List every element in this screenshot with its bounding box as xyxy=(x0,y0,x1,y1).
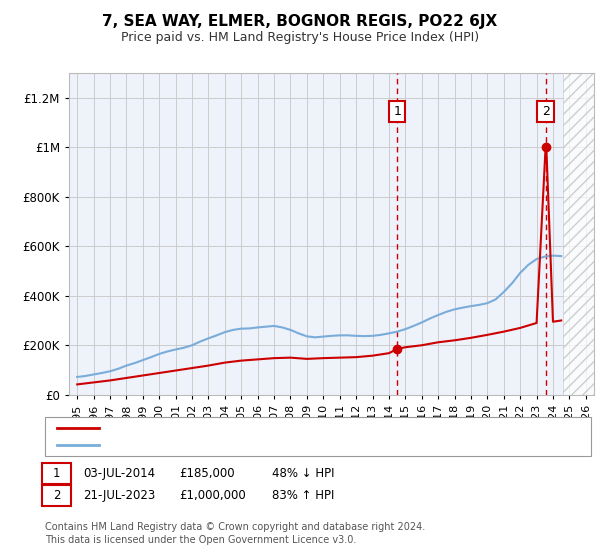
Text: 7, SEA WAY, ELMER, BOGNOR REGIS, PO22 6JX: 7, SEA WAY, ELMER, BOGNOR REGIS, PO22 6J… xyxy=(103,14,497,29)
Text: Price paid vs. HM Land Registry's House Price Index (HPI): Price paid vs. HM Land Registry's House … xyxy=(121,31,479,44)
Text: 1: 1 xyxy=(393,105,401,118)
Text: 1: 1 xyxy=(53,466,60,480)
Text: 48% ↓ HPI: 48% ↓ HPI xyxy=(272,466,334,480)
Text: 2: 2 xyxy=(53,489,60,502)
Text: 2: 2 xyxy=(542,105,550,118)
Text: 83% ↑ HPI: 83% ↑ HPI xyxy=(272,489,334,502)
Text: Contains HM Land Registry data © Crown copyright and database right 2024.
This d: Contains HM Land Registry data © Crown c… xyxy=(45,522,425,545)
Text: £185,000: £185,000 xyxy=(179,466,235,480)
Text: 7, SEA WAY, ELMER, BOGNOR REGIS, PO22 6JX (detached house): 7, SEA WAY, ELMER, BOGNOR REGIS, PO22 6J… xyxy=(108,423,470,433)
Text: £1,000,000: £1,000,000 xyxy=(179,489,245,502)
Text: HPI: Average price, detached house, Arun: HPI: Average price, detached house, Arun xyxy=(108,440,341,450)
Text: 03-JUL-2014: 03-JUL-2014 xyxy=(83,466,155,480)
Bar xyxy=(563,73,594,395)
Text: 21-JUL-2023: 21-JUL-2023 xyxy=(83,489,155,502)
